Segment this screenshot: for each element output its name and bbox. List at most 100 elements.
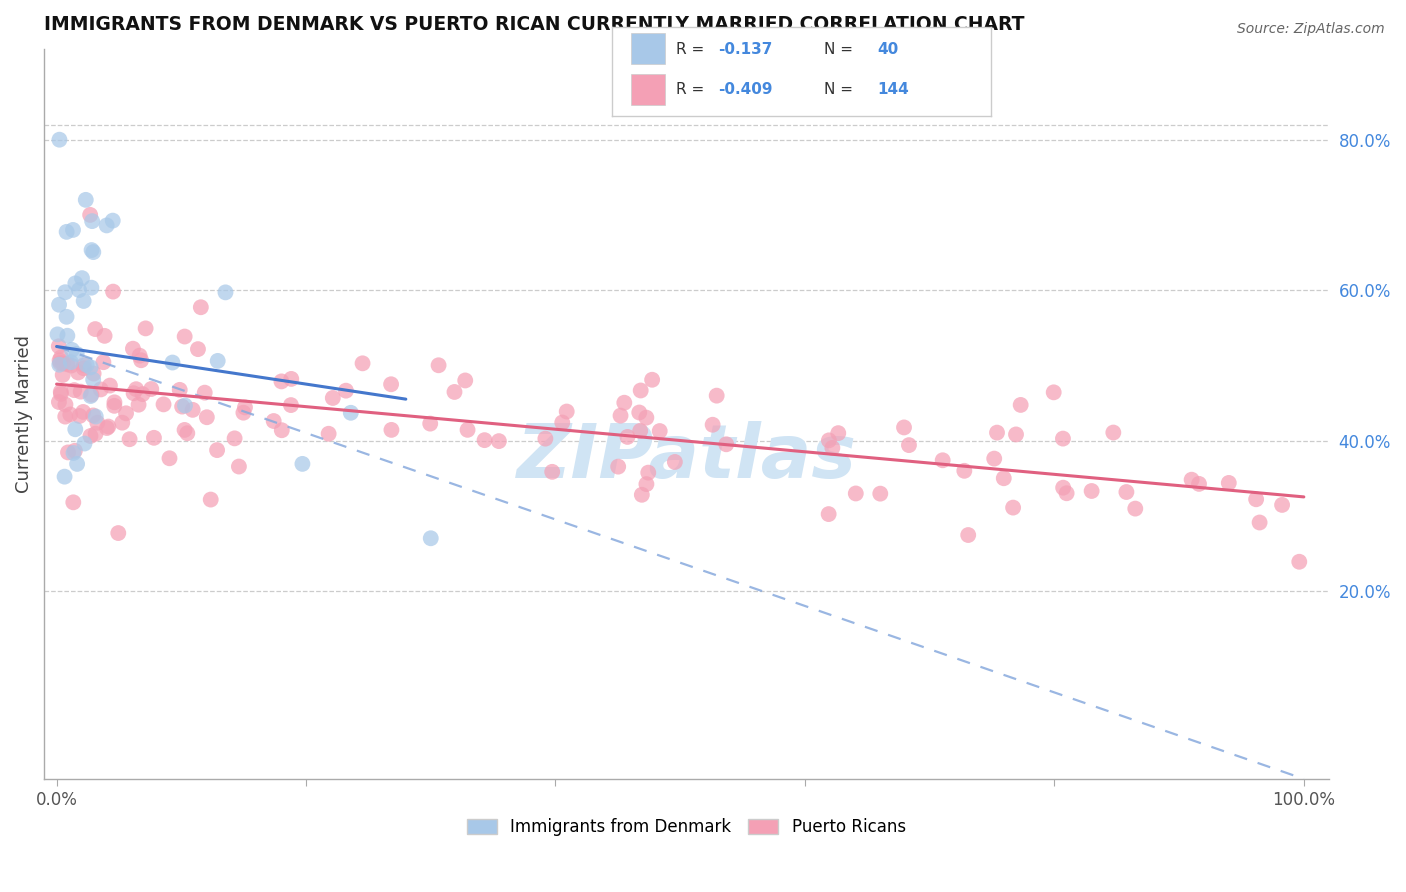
Point — [141, 382, 163, 396]
Point — [67, 283, 90, 297]
Point — [352, 356, 374, 370]
Bar — [630, 33, 665, 64]
Point — [75, 193, 97, 207]
Point — [454, 374, 477, 388]
Point — [427, 358, 450, 372]
Point — [280, 372, 302, 386]
Point — [993, 471, 1015, 485]
Point — [827, 426, 849, 441]
Point — [983, 451, 1005, 466]
Point — [1102, 425, 1125, 440]
Text: Source: ZipAtlas.com: Source: ZipAtlas.com — [1237, 22, 1385, 37]
Point — [103, 395, 125, 409]
Point — [52, 356, 75, 370]
Point — [419, 531, 441, 545]
Point — [821, 441, 844, 455]
Point — [1056, 486, 1078, 500]
Point — [214, 285, 236, 300]
Point — [641, 373, 664, 387]
Point — [129, 353, 152, 368]
Point — [173, 423, 195, 437]
Point — [72, 405, 94, 419]
Point — [73, 358, 96, 372]
Point — [62, 223, 84, 237]
Point — [1010, 398, 1032, 412]
Point — [176, 426, 198, 441]
Point — [80, 387, 103, 401]
Point — [135, 321, 157, 335]
Point — [228, 459, 250, 474]
Point — [181, 402, 204, 417]
Point — [93, 329, 115, 343]
Point — [63, 443, 86, 458]
Point — [893, 420, 915, 434]
Point — [1288, 555, 1310, 569]
Text: ZIPatlas: ZIPatlas — [516, 421, 856, 494]
Point — [609, 409, 631, 423]
Point — [457, 423, 479, 437]
Point — [48, 395, 70, 409]
Point — [86, 416, 108, 430]
Point — [1244, 492, 1267, 507]
Point — [1052, 432, 1074, 446]
Point — [66, 347, 89, 361]
Point — [48, 339, 70, 353]
Point — [128, 349, 150, 363]
Point — [1005, 427, 1028, 442]
Point — [56, 445, 79, 459]
Point — [97, 419, 120, 434]
Point — [96, 219, 118, 233]
Point — [90, 383, 112, 397]
Point — [169, 383, 191, 397]
Point — [869, 486, 891, 500]
Point — [706, 389, 728, 403]
Point — [1249, 516, 1271, 530]
Point — [628, 405, 651, 419]
Text: R =: R = — [676, 42, 709, 57]
Text: -0.409: -0.409 — [718, 82, 772, 97]
Point — [62, 446, 84, 460]
Point — [194, 385, 217, 400]
Point — [280, 398, 302, 412]
Point — [1080, 483, 1102, 498]
Point — [845, 486, 868, 500]
Legend: Immigrants from Denmark, Puerto Ricans: Immigrants from Denmark, Puerto Ricans — [467, 818, 905, 836]
Point — [82, 409, 104, 423]
Point — [60, 359, 83, 373]
Point — [55, 398, 77, 412]
Point — [534, 432, 557, 446]
Point — [205, 443, 228, 458]
Point — [49, 387, 72, 401]
Point — [380, 423, 402, 437]
Point — [48, 358, 70, 372]
Point — [70, 271, 93, 285]
Point — [111, 416, 134, 430]
Point — [318, 426, 340, 441]
Point — [1271, 498, 1294, 512]
Point — [263, 414, 285, 428]
Point — [53, 409, 76, 424]
Point — [69, 409, 91, 423]
Point — [335, 384, 357, 398]
Point — [173, 329, 195, 343]
Point — [953, 464, 976, 478]
Point — [607, 459, 630, 474]
Point — [637, 466, 659, 480]
Point — [60, 343, 83, 357]
Point — [80, 243, 103, 257]
Point — [162, 355, 184, 369]
Point — [52, 368, 75, 382]
Point — [73, 361, 96, 376]
Point — [107, 526, 129, 541]
Point — [443, 384, 465, 399]
Point — [65, 422, 87, 436]
Point — [1042, 385, 1064, 400]
Point — [49, 356, 72, 370]
Point — [628, 424, 651, 438]
Point — [1188, 476, 1211, 491]
Point — [488, 434, 510, 449]
Point — [270, 375, 292, 389]
Point — [232, 406, 254, 420]
Point — [817, 507, 839, 521]
Point — [122, 342, 145, 356]
